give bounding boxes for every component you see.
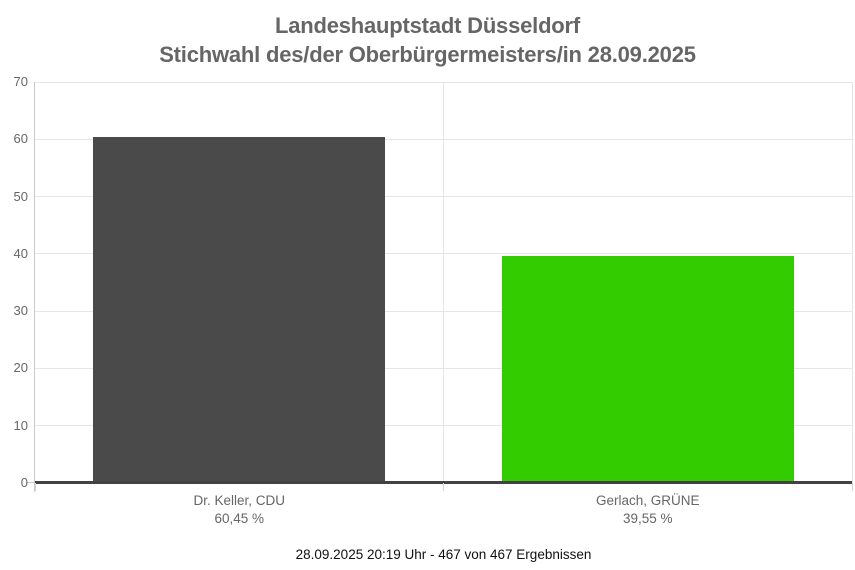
y-axis-zero-tick [27,482,35,483]
category-label-group: Dr. Keller, CDU 60,45 % [35,492,444,528]
y-tick-label-70: 70 [13,74,28,89]
y-tick-label-10: 10 [13,417,28,433]
x-axis-tick-1 [443,483,444,491]
category-label-group: Gerlach, GRÜNE 39,55 % [444,492,853,528]
x-axis-tick-2 [851,483,853,491]
category-label: Gerlach, GRÜNE [595,493,700,508]
plot-area [35,81,853,484]
y-tick-label-30: 30 [13,303,28,319]
chart-subtitle: Stichwahl des/der Oberbürgermeisters/in … [159,42,696,67]
y-tick-label-0: 0 [20,475,28,490]
value-label: 60,45 % [214,511,265,526]
bar-gerlach-gruene[interactable] [502,256,794,483]
x-axis-tick-0 [34,483,36,491]
category-label: Dr. Keller, CDU [193,493,286,508]
y-axis-line [34,82,35,492]
y-tick-label-60: 60 [13,131,28,147]
value-label: 39,55 % [622,511,673,526]
gridline-x-1 [443,82,444,483]
bar-keller-cdu[interactable] [93,136,385,483]
chart-title: Landeshauptstadt Düsseldorf [274,13,581,38]
x-axis-line [35,481,852,484]
y-tick-label-20: 20 [13,360,28,376]
chart-title-block: Landeshauptstadt Düsseldorf Stichwahl de… [0,11,855,69]
y-tick-label-40: 40 [13,245,28,261]
y-tick-label-50: 50 [13,188,28,204]
gridline-x-2 [851,82,853,483]
status-text: 28.09.2025 20:19 Uhr - 467 von 467 Ergeb… [295,547,592,562]
